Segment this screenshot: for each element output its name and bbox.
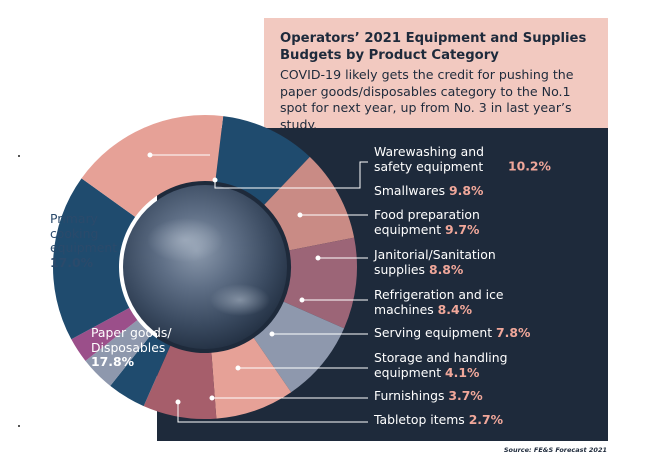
donut-slice bbox=[81, 115, 224, 217]
donut-slice bbox=[264, 156, 355, 251]
donut-slice bbox=[283, 237, 357, 329]
chart-subtitle: COVID-19 likely gets the credit for push… bbox=[280, 67, 574, 132]
donut-slice bbox=[110, 334, 171, 407]
donut-slice bbox=[71, 307, 138, 361]
leader-dot bbox=[297, 212, 303, 218]
header-box: Operators’ 2021 Equipment and Supplies B… bbox=[264, 18, 608, 132]
margin-tick bbox=[18, 155, 20, 157]
label-text: Janitorial/Sanitation supplies bbox=[374, 247, 496, 277]
leader-dot bbox=[235, 365, 241, 371]
label-furnishings: Furnishings 3.7% bbox=[374, 388, 483, 404]
label-percent: 9.8% bbox=[449, 183, 484, 198]
label-text: Serving equipment bbox=[374, 325, 493, 340]
label-percent: 10.2% bbox=[507, 158, 551, 174]
margin-tick bbox=[18, 425, 20, 427]
label-serving: Serving equipment 7.8% bbox=[374, 325, 531, 341]
label-percent: 17.8% bbox=[91, 354, 134, 369]
leader-line bbox=[177, 402, 368, 423]
label-text: Paper goods/ Disposables bbox=[91, 325, 172, 355]
donut-slice bbox=[215, 116, 310, 205]
label-warewashing: Warewashing and safety equipment 10.2% bbox=[374, 144, 551, 174]
chart-title: Operators’ 2021 Equipment and Supplies B… bbox=[280, 31, 587, 63]
label-percent: 7.8% bbox=[496, 325, 531, 340]
label-foodprep: Food preparation equipment 9.7% bbox=[374, 207, 504, 237]
label-percent: 3.7% bbox=[448, 388, 483, 403]
leader-dot bbox=[299, 297, 305, 303]
label-primary-cooking: Primary cooking equipment 17.0% bbox=[50, 211, 140, 270]
label-paper-goods: Paper goods/ Disposables 17.8% bbox=[91, 325, 191, 370]
label-text: Storage and handling equipment bbox=[374, 350, 508, 380]
label-percent: 8.4% bbox=[437, 301, 473, 317]
leader-dot bbox=[315, 255, 321, 261]
source-note: Source: FE&S Forecast 2021 bbox=[503, 446, 607, 454]
label-storage: Storage and handling equipment 4.1% bbox=[374, 350, 524, 380]
cloud-highlight bbox=[147, 218, 223, 262]
label-percent: 8.8% bbox=[428, 261, 464, 277]
donut-slice bbox=[85, 320, 152, 386]
label-percent: 2.7% bbox=[468, 412, 504, 427]
label-percent: 17.0% bbox=[50, 254, 93, 270]
leader-dot bbox=[175, 399, 181, 405]
label-percent: 4.1% bbox=[445, 364, 480, 380]
leader-dot bbox=[147, 152, 153, 158]
label-text: Smallwares bbox=[374, 183, 446, 198]
label-janitorial: Janitorial/Sanitation supplies 8.8% bbox=[374, 247, 524, 277]
leader-lines bbox=[147, 152, 368, 423]
label-smallwares: Smallwares 9.8% bbox=[374, 183, 484, 199]
leader-dot bbox=[209, 395, 215, 401]
label-text: Furnishings bbox=[374, 388, 445, 403]
leader-dot bbox=[212, 177, 218, 183]
label-tabletop: Tabletop items 2.7% bbox=[374, 412, 504, 428]
label-text: Primary cooking equipment bbox=[50, 211, 118, 255]
label-text: Warewashing and safety equipment bbox=[374, 144, 484, 174]
donut-center-image bbox=[123, 185, 287, 349]
label-text: Refrigeration and ice machines bbox=[374, 287, 504, 317]
label-refrigeration: Refrigeration and ice machines 8.4% bbox=[374, 287, 509, 317]
label-percent: 9.7% bbox=[445, 221, 480, 237]
leader-line bbox=[214, 161, 368, 189]
cloud-highlight bbox=[210, 284, 270, 316]
leader-dot bbox=[269, 331, 275, 337]
donut-slice bbox=[53, 178, 136, 340]
donut-slice bbox=[253, 301, 345, 393]
label-text: Tabletop items bbox=[374, 412, 465, 427]
label-text: Food preparation equipment bbox=[374, 207, 480, 237]
donut-slice bbox=[143, 345, 217, 419]
